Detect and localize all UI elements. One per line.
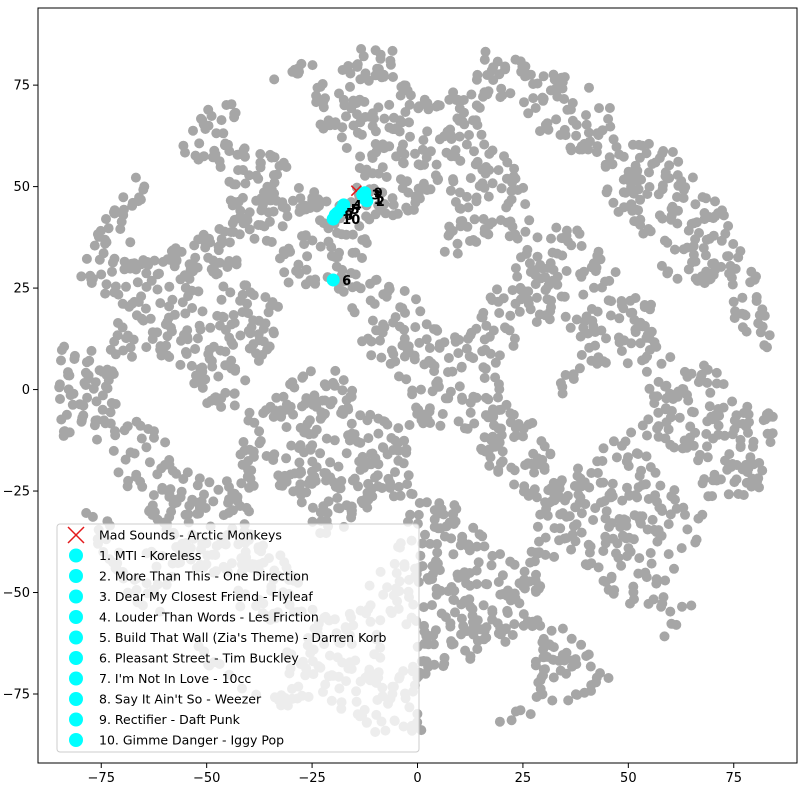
- legend-marker-2: [69, 569, 83, 583]
- x-tick-label: 50: [620, 771, 637, 785]
- neighbor-rank-label-1: 1: [374, 193, 383, 208]
- y-tick-label: 75: [13, 79, 30, 94]
- legend-marker-1: [69, 548, 83, 563]
- neighbor-rank-label-2: 2: [376, 195, 385, 210]
- x-axis: −75 −50 −25 0 25 50 75: [88, 763, 742, 785]
- legend-marker-7: [69, 671, 83, 686]
- legend-label-2: 2. More Than This - One Direction: [99, 569, 309, 584]
- legend-entry-9: 9. Rectifier - Daft Punk: [69, 712, 241, 727]
- legend-label-4: 4. Louder Than Words - Les Friction: [99, 610, 319, 625]
- legend-label-7: 7. I'm Not In Love - 10cc: [99, 671, 251, 686]
- legend-entry-4: 4. Louder Than Words - Les Friction: [69, 610, 319, 625]
- neighbor-rank-label-3: 3: [372, 189, 381, 204]
- legend-marker-5: [69, 630, 83, 645]
- y-axis: −75 −50 −25 0 25 50 75: [3, 79, 38, 702]
- legend-entry-query: Mad Sounds - Arctic Monkeys: [67, 526, 282, 544]
- legend-entry-10: 10. Gimme Danger - Iggy Pop: [69, 733, 284, 748]
- legend-label-5: 5. Build That Wall (Zia's Theme) - Darre…: [99, 630, 386, 645]
- y-tick-label: −50: [3, 586, 30, 601]
- x-tick-label: 0: [413, 771, 421, 785]
- legend-entry-6: 6. Pleasant Street - Tim Buckley: [69, 651, 299, 666]
- legend-entry-1: 1. MTI - Koreless: [69, 548, 201, 563]
- neighbor-rank-label-6: 6: [342, 274, 351, 289]
- neighbor-points-layer: [326, 186, 374, 287]
- legend-label-query: Mad Sounds - Arctic Monkeys: [99, 528, 282, 543]
- x-tick-label: −75: [88, 771, 115, 785]
- legend-label-6: 6. Pleasant Street - Tim Buckley: [99, 651, 299, 666]
- legend-entry-2: 2. More Than This - One Direction: [69, 569, 309, 584]
- x-tick-label: 75: [725, 771, 742, 785]
- neighbor-rank-label-9: 9: [374, 187, 383, 202]
- neighbor-point-10: [326, 212, 340, 226]
- legend-label-3: 3. Dear My Closest Friend - Flyleaf: [99, 589, 313, 604]
- neighbor-rank-label-10: 10: [342, 213, 360, 228]
- x-tick-label: −50: [193, 771, 220, 785]
- y-tick-label: 25: [13, 282, 30, 297]
- legend-marker-8: [69, 692, 83, 706]
- neighbor-point-6: [326, 273, 340, 287]
- legend-marker-4: [69, 610, 83, 624]
- y-tick-label: −25: [3, 485, 30, 500]
- legend-marker-9: [69, 712, 83, 727]
- legend-label-8: 8. Say It Ain't So - Weezer: [99, 692, 262, 707]
- x-tick-label: 25: [515, 771, 532, 785]
- legend-box: [56, 523, 420, 753]
- x-tick-label: −25: [298, 771, 325, 785]
- legend-marker-3: [69, 589, 83, 604]
- y-tick-label: −75: [3, 687, 30, 702]
- legend-entry-8: 8. Say It Ain't So - Weezer: [69, 692, 262, 707]
- legend: Mad Sounds - Arctic Monkeys 1. MTI - Kore…: [56, 523, 420, 753]
- neighbor-rank-label-5: 5: [351, 203, 360, 218]
- neighbor-point-9: [358, 186, 372, 200]
- legend-label-10: 10. Gimme Danger - Iggy Pop: [99, 733, 284, 748]
- y-tick-label: 0: [22, 383, 30, 398]
- neighbor-rank-label-7: 7: [346, 207, 355, 222]
- legend-label-9: 9. Rectifier - Daft Punk: [99, 712, 241, 727]
- legend-entry-5: 5. Build That Wall (Zia's Theme) - Darre…: [69, 630, 386, 645]
- legend-entry-7: 7. I'm Not In Love - 10cc: [69, 671, 251, 686]
- legend-entry-3: 3. Dear My Closest Friend - Flyleaf: [69, 589, 313, 604]
- legend-marker-6: [69, 651, 83, 665]
- legend-label-1: 1. MTI - Koreless: [99, 548, 201, 563]
- neighbor-rank-label-4: 4: [353, 199, 362, 214]
- y-tick-label: 50: [13, 180, 30, 195]
- neighbor-rank-label-8: 8: [344, 209, 353, 224]
- legend-marker-10: [69, 733, 83, 747]
